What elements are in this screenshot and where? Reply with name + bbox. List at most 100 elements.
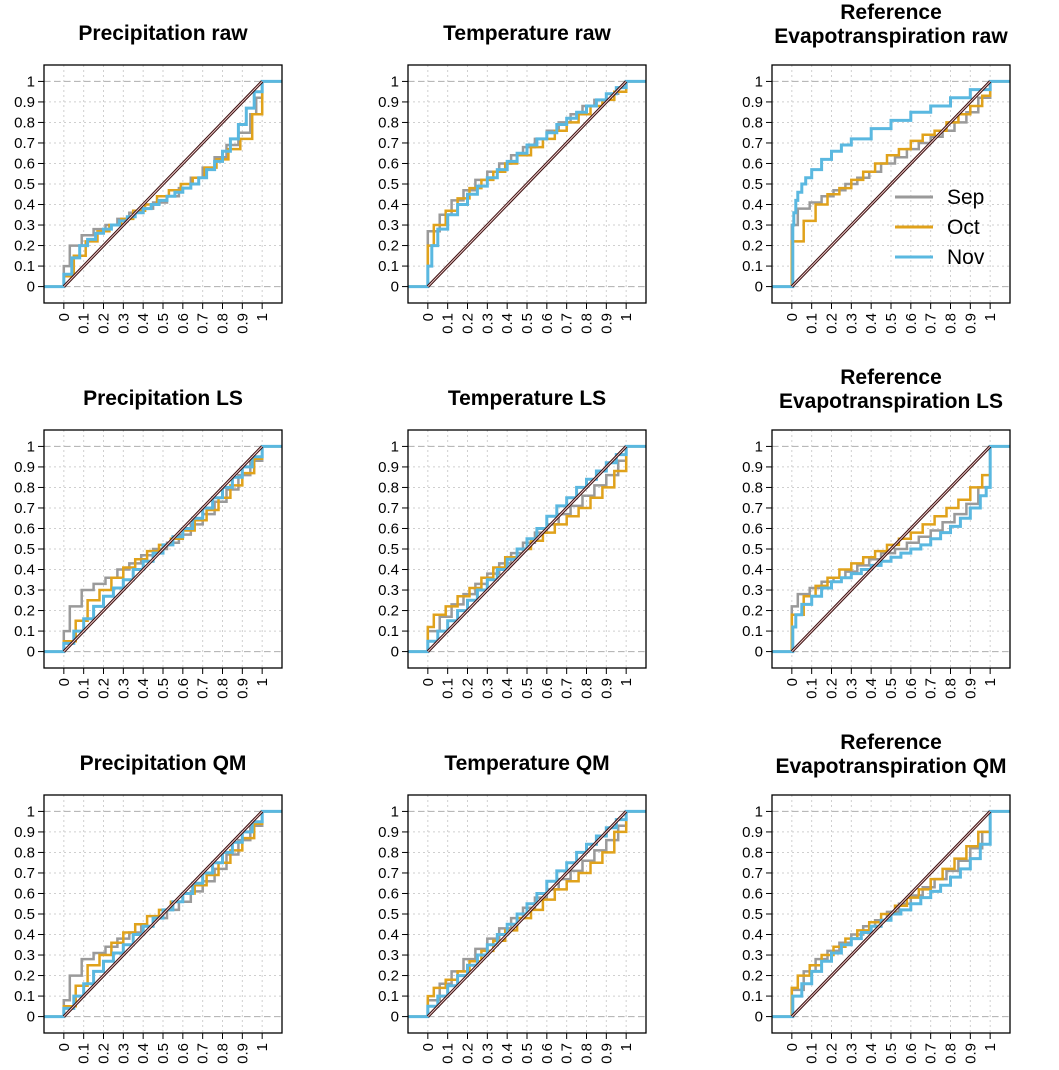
y-tick-label: 0.5: [742, 906, 763, 923]
x-tick-label: 0.6: [903, 313, 920, 334]
y-tick-label: 0.6: [14, 155, 35, 172]
y-tick-label: 0.6: [378, 155, 399, 172]
x-tick-label: 1: [618, 1043, 635, 1051]
y-tick-label: 0.7: [378, 865, 399, 882]
diagonal-line-inner: [63, 811, 263, 1017]
x-tick-label: 0.2: [460, 313, 477, 334]
legend-label-oct: Oct: [947, 216, 980, 239]
x-tick-label: 1: [254, 313, 271, 321]
y-tick-label: 0.7: [742, 865, 763, 882]
y-tick-label: 0.2: [378, 603, 399, 620]
x-tick-label: 0.1: [804, 678, 821, 699]
x-tick-label: 0.2: [460, 1043, 477, 1064]
y-tick-label: 0.4: [742, 197, 763, 214]
x-tick-label: 0: [56, 1043, 73, 1051]
x-tick-label: 0.2: [824, 313, 841, 334]
x-tick-label: 0.8: [579, 678, 596, 699]
y-tick-label: 1: [755, 803, 763, 820]
x-tick-label: 0.4: [499, 678, 516, 699]
y-tick-label: 0.3: [378, 582, 399, 599]
y-tick-label: 0.4: [378, 562, 399, 579]
y-tick-label: 0.2: [14, 603, 35, 620]
y-tick-label: 0.9: [378, 824, 399, 841]
y-tick-label: 0.5: [14, 906, 35, 923]
diagonal-line-inner: [427, 811, 627, 1017]
y-tick-label: 0.9: [742, 824, 763, 841]
series-nov-line: [772, 809, 1010, 1019]
y-tick-label: 0.7: [14, 865, 35, 882]
x-tick-label: 0.3: [115, 1043, 132, 1064]
y-tick-label: 0.6: [742, 885, 763, 902]
y-tick-label: 0.3: [742, 217, 763, 234]
x-tick-label: 0.8: [943, 313, 960, 334]
panel-title: Temperature QM: [444, 752, 609, 775]
diagonal-line-inner: [791, 446, 991, 652]
x-tick-label: 0.3: [843, 678, 860, 699]
y-tick-label: 0.5: [742, 541, 763, 558]
y-tick-label: 0.7: [378, 500, 399, 517]
x-tick-label: 0.2: [460, 678, 477, 699]
y-tick-label: 0.5: [378, 541, 399, 558]
diagonal-line-inner: [427, 446, 627, 652]
panel-title: Reference: [840, 1, 942, 24]
x-tick-label: 0.9: [962, 1043, 979, 1064]
y-tick-label: 1: [391, 803, 399, 820]
y-tick-label: 0: [27, 279, 35, 296]
y-tick-label: 1: [391, 438, 399, 455]
x-tick-label: 0.2: [96, 1043, 113, 1064]
x-tick-label: 0.9: [598, 313, 615, 334]
panel-title: Temperature LS: [448, 387, 606, 410]
y-tick-label: 0.8: [742, 114, 763, 131]
y-tick-label: 0.8: [378, 114, 399, 131]
diagonal-line-inner: [791, 811, 991, 1017]
x-tick-label: 0.4: [863, 1043, 880, 1064]
x-tick-label: 0.5: [519, 1043, 536, 1064]
x-tick-label: 0.5: [883, 678, 900, 699]
y-tick-label: 0.1: [742, 258, 763, 275]
y-tick-label: 0.4: [14, 562, 35, 579]
x-tick-label: 0.7: [923, 1043, 940, 1064]
x-tick-label: 1: [618, 678, 635, 686]
x-tick-label: 0.4: [499, 1043, 516, 1064]
x-tick-label: 0.7: [195, 1043, 212, 1064]
diagonal-line-inner: [427, 81, 627, 287]
x-tick-label: 0: [56, 313, 73, 321]
x-tick-label: 0.9: [962, 313, 979, 334]
x-tick-label: 0.6: [539, 313, 556, 334]
y-tick-label: 0.6: [14, 885, 35, 902]
x-tick-label: 0.7: [923, 678, 940, 699]
series-nov-line: [408, 79, 646, 289]
x-tick-label: 0.4: [863, 313, 880, 334]
y-tick-label: 0.2: [14, 968, 35, 985]
x-tick-label: 0.1: [76, 1043, 93, 1064]
x-tick-label: 0.5: [883, 1043, 900, 1064]
y-tick-label: 0.2: [742, 968, 763, 985]
panel-title: Evapotranspiration QM: [775, 755, 1006, 778]
x-tick-label: 0.1: [76, 678, 93, 699]
y-tick-label: 0.7: [14, 135, 35, 152]
panel-5: Temperature LS0 0.1 0.2 0.3 0.4 0.5 0.6 0.7 0.8 0…: [378, 387, 647, 699]
legend-label-nov: Nov: [947, 246, 985, 269]
y-tick-label: 0.8: [378, 479, 399, 496]
y-tick-label: 0.5: [14, 541, 35, 558]
x-tick-label: 0: [420, 313, 437, 321]
y-tick-label: 0.4: [378, 927, 399, 944]
y-tick-label: 0: [755, 1009, 763, 1026]
y-tick-label: 0.3: [14, 947, 35, 964]
x-tick-label: 0.9: [234, 313, 251, 334]
y-tick-label: 0.9: [378, 459, 399, 476]
x-tick-label: 0.3: [479, 678, 496, 699]
x-tick-label: 0.4: [863, 678, 880, 699]
x-tick-label: 0.4: [499, 313, 516, 334]
x-tick-label: 1: [982, 313, 999, 321]
x-tick-label: 1: [982, 678, 999, 686]
y-tick-label: 0.1: [378, 623, 399, 640]
legend-label-sep: Sep: [947, 186, 984, 209]
y-tick-label: 1: [27, 803, 35, 820]
x-tick-label: 0.1: [804, 1043, 821, 1064]
x-tick-label: 1: [982, 1043, 999, 1051]
y-tick-label: 0.8: [742, 844, 763, 861]
x-tick-label: 0.9: [598, 678, 615, 699]
